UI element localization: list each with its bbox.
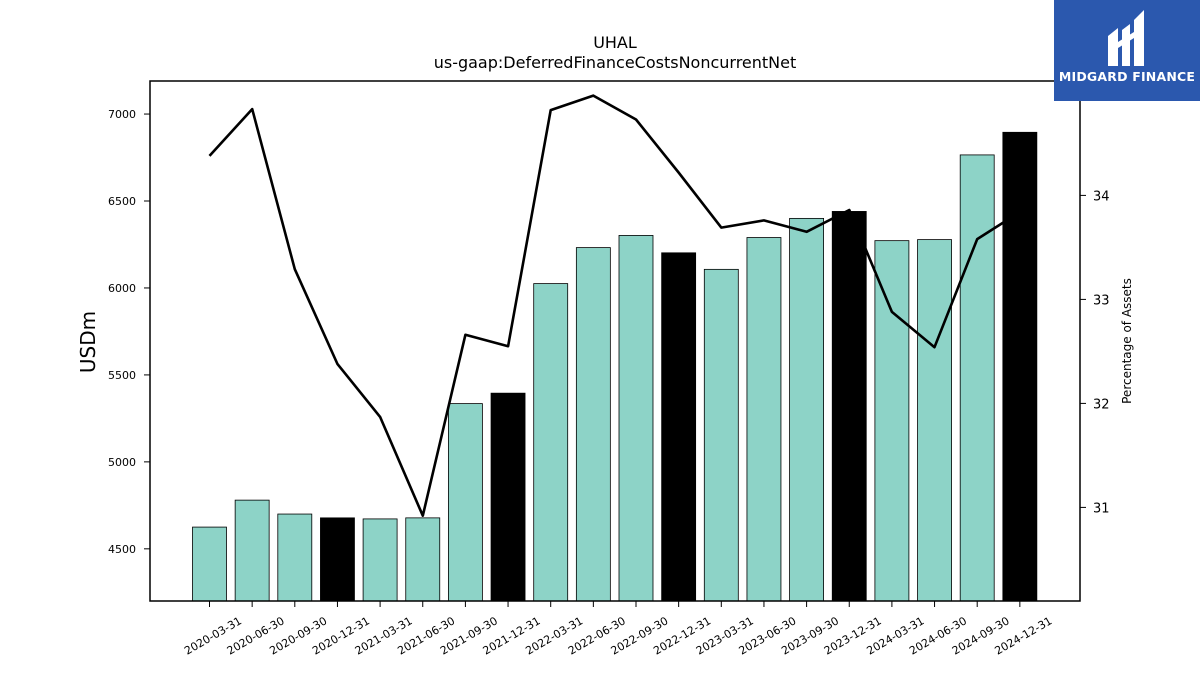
bar-2024-06-30: [917, 239, 952, 602]
y2-axis-label: Percentage of Assets: [1120, 278, 1134, 404]
bar-2024-09-30: [959, 154, 995, 602]
y-axis-right: 3132333435: [1080, 85, 1110, 516]
chart-title: UHAL: [593, 33, 637, 52]
bar-2022-09-30: [618, 235, 654, 602]
y-tick-label: 6000: [108, 282, 136, 295]
y-axis-left: 4500 5000 5500 6000 6500 7000: [108, 108, 150, 556]
bar-2020-09-30: [277, 513, 313, 602]
chart-subtitle: us-gaap:DeferredFinanceCostsNoncurrentNe…: [434, 53, 797, 72]
y2-tick-label: 34: [1093, 189, 1110, 204]
bar-2023-12-31: [831, 211, 867, 602]
bar-2024-03-31: [874, 240, 910, 602]
y-tick-label: 6500: [108, 195, 136, 208]
y2-tick-label: 31: [1093, 501, 1110, 516]
y2-tick-label: 32: [1093, 397, 1110, 412]
logo-mark-icon: [1108, 10, 1144, 66]
bars-layer: [192, 131, 1038, 602]
bar-2020-06-30: [234, 499, 270, 602]
bar-2022-03-31: [533, 283, 569, 602]
y-tick-label: 5000: [108, 456, 136, 469]
y-tick-label: 7000: [108, 108, 136, 121]
bar-2021-03-31: [362, 518, 398, 602]
y-axis-label: USDm: [76, 311, 100, 373]
bar-2021-09-30: [447, 403, 483, 602]
plot-frame: [149, 80, 1081, 602]
line-layer: [208, 94, 1021, 518]
percentage-line: [208, 94, 1021, 518]
brand-logo: MIDGARD FINANCE: [1054, 0, 1200, 101]
logo-text: MIDGARD FINANCE: [1058, 69, 1196, 84]
bar-2022-06-30: [575, 247, 611, 602]
bar-2023-03-31: [703, 268, 739, 602]
bar-2023-09-30: [789, 217, 824, 602]
x-axis: 2020-03-312020-06-302020-09-302020-12-31…: [182, 601, 1054, 658]
bar-2021-06-30: [405, 517, 441, 602]
y2-tick-label: 33: [1093, 293, 1110, 308]
bar-2023-06-30: [746, 237, 782, 602]
bar-2021-12-31: [490, 392, 526, 602]
bar-2020-03-31: [192, 526, 227, 602]
y-tick-label: 5500: [108, 369, 136, 382]
y-tick-label: 4500: [108, 543, 136, 556]
bar-2020-12-31: [320, 517, 355, 602]
bar-2022-12-31: [661, 252, 697, 602]
bar-2024-12-31: [1002, 131, 1038, 602]
